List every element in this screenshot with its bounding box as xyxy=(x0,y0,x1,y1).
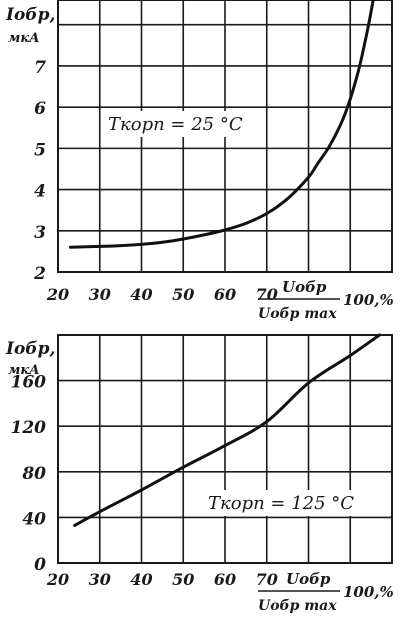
bottom-plot-frame xyxy=(57,334,393,564)
bottom-annotation-background xyxy=(204,490,354,516)
top-y-ticks: 2 3 4 5 6 7 xyxy=(33,58,46,284)
x-tick-label: 40 xyxy=(130,285,152,304)
top-x-label-numerator: Uобр xyxy=(282,278,327,296)
y-tick-label: 4 xyxy=(34,182,46,202)
top-y-axis-label: Iобр, xyxy=(5,5,55,25)
top-temperature-annotation: Tкорп = 25 °C xyxy=(108,114,243,135)
bottom-x-ticks: 20 30 40 50 60 70 xyxy=(46,570,278,589)
y-tick-label: 3 xyxy=(34,223,46,243)
y-tick-label: 40 xyxy=(22,509,46,529)
y-tick-label: 160 xyxy=(11,373,47,393)
bottom-gridlines xyxy=(58,335,392,563)
x-tick-label: 50 xyxy=(172,570,194,589)
y-tick-label: 80 xyxy=(21,464,46,484)
y-tick-label: 5 xyxy=(34,140,46,160)
top-gridlines xyxy=(58,0,392,272)
top-series-line xyxy=(69,0,375,249)
x-tick-label: 70 xyxy=(256,285,278,304)
top-annotation-background xyxy=(104,111,244,137)
y-tick-label: 6 xyxy=(34,99,46,119)
bottom-x-label-denominator: Uобр max xyxy=(258,598,337,614)
x-tick-label: 20 xyxy=(46,285,69,304)
x-tick-label: 30 xyxy=(89,285,111,304)
top-x-ticks: 20 30 40 50 60 70 xyxy=(46,285,278,304)
y-tick-label: 0 xyxy=(34,555,46,575)
top-x-label-suffix: 100,% xyxy=(343,291,394,309)
x-tick-label: 40 xyxy=(130,570,152,589)
x-tick-label: 70 xyxy=(256,570,278,589)
top-y-axis-unit: мкА xyxy=(8,31,40,46)
x-tick-label: 30 xyxy=(89,570,111,589)
bottom-chart: 0 40 80 120 160 20 30 40 50 60 70 Iобр, мкА Tкорп… xyxy=(5,333,394,614)
bottom-y-ticks: 0 40 80 120 160 xyxy=(11,373,47,575)
bottom-x-label-numerator: Uобр xyxy=(286,570,331,588)
top-x-label-denominator: Uобр max xyxy=(258,306,337,322)
y-tick-label: 2 xyxy=(33,264,46,284)
x-tick-label: 20 xyxy=(46,570,69,589)
y-tick-label: 7 xyxy=(34,58,46,78)
y-tick-label: 120 xyxy=(11,418,47,438)
bottom-y-axis-label: Iобр, xyxy=(5,339,55,359)
x-tick-label: 60 xyxy=(214,285,236,304)
x-tick-label: 60 xyxy=(214,570,236,589)
x-tick-label: 50 xyxy=(172,285,194,304)
bottom-y-axis-unit: мкА xyxy=(8,363,40,378)
bottom-series-line xyxy=(73,333,381,527)
bottom-x-label-suffix: 100,% xyxy=(343,583,394,601)
bottom-temperature-annotation: Tкорп = 125 °C xyxy=(208,493,354,514)
top-plot-frame xyxy=(57,0,393,273)
top-chart: 2 3 4 5 6 7 20 30 40 50 60 70 Iобр, мкА Tкорп = 25… xyxy=(5,0,394,322)
